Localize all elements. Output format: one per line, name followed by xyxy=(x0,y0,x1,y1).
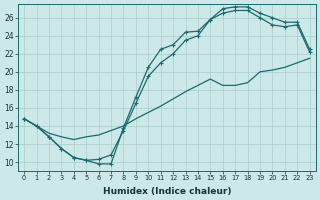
X-axis label: Humidex (Indice chaleur): Humidex (Indice chaleur) xyxy=(103,187,231,196)
